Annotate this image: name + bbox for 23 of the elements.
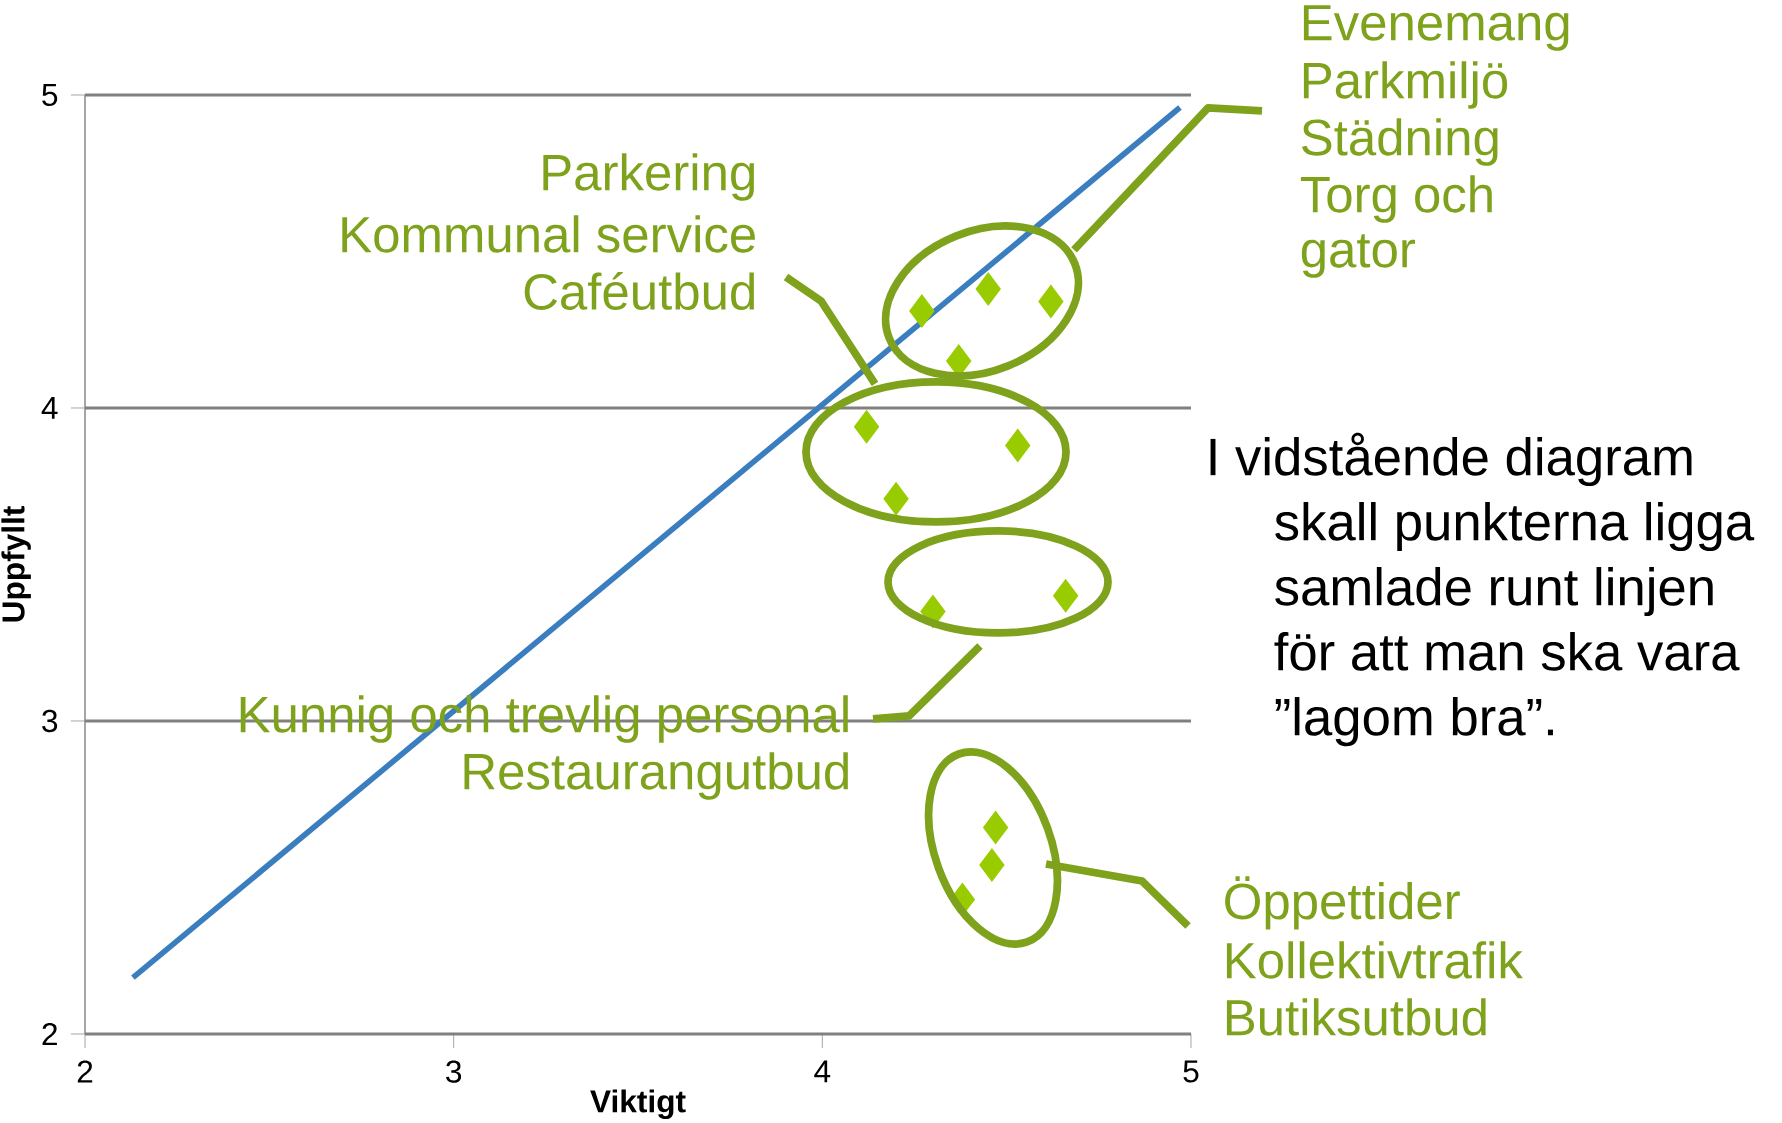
- y-axis-title: Uppfyllt: [1, 506, 31, 622]
- y-tick-label: 4: [41, 397, 58, 419]
- text: Torg och: [1300, 175, 1492, 223]
- annotation: Parkering: [543, 153, 755, 201]
- y-tick-label: 5: [42, 83, 58, 107]
- y-tick-label: 2: [42, 1022, 57, 1046]
- annotation: Caféutbud: [524, 271, 755, 310]
- x-axis-title: Viktigt: [590, 1089, 686, 1120]
- text: Städning: [1302, 118, 1498, 166]
- text: Öppettider: [1225, 876, 1460, 930]
- x-tick-label: 4: [814, 1060, 831, 1083]
- text: Parkmiljö: [1303, 61, 1508, 109]
- y-tick-label: 3: [42, 709, 58, 733]
- text: Butiksutbud: [1226, 998, 1486, 1036]
- annotation: Restaurangutbud: [464, 752, 848, 800]
- text: gator: [1301, 234, 1416, 278]
- x-tick-label: 2: [77, 1060, 93, 1083]
- text: I vidstående diagram skall punkterna ligga samlade runt linjen för att man ska vara ”lagom bra”.: [1210, 432, 1755, 747]
- x-tick-label: 5: [1183, 1060, 1199, 1083]
- annotation: Kommunal service: [342, 215, 755, 253]
- text: Kollektivtrafik: [1226, 941, 1523, 979]
- text: Evenemang: [1303, 5, 1569, 51]
- x-tick-label: 3: [446, 1060, 462, 1083]
